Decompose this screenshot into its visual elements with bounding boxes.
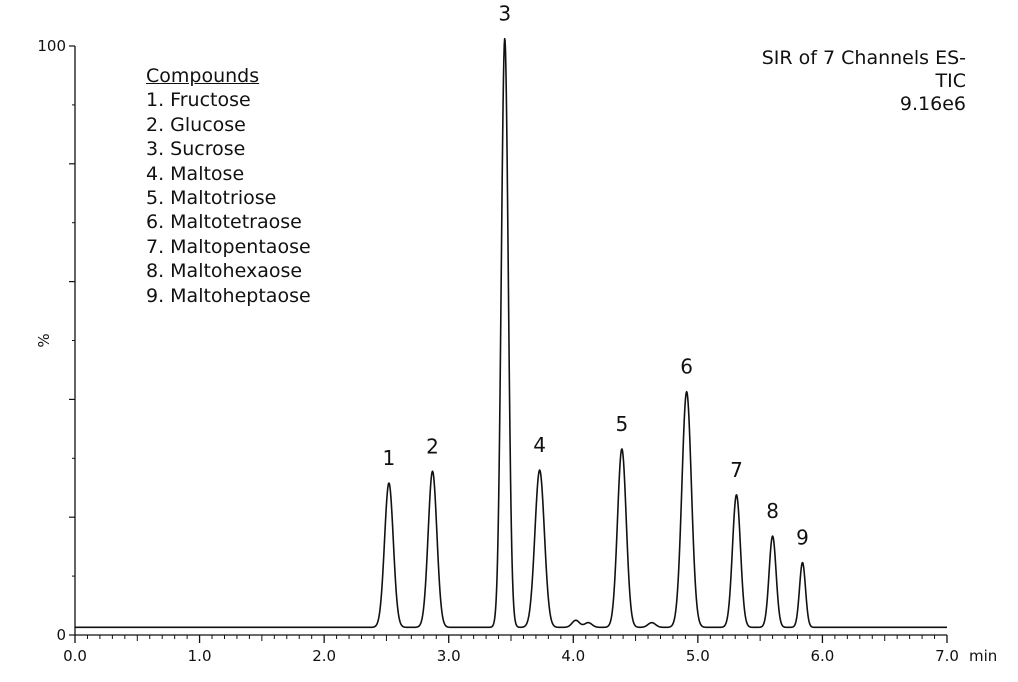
x-tick-label: 4.0 <box>561 647 585 665</box>
y-tick-label: 100 <box>37 37 66 55</box>
axes: 0 100% 0.0 1.0 2.0 3.0 4.0 5.0 6.0 7.0 min <box>35 37 997 665</box>
channel-info: SIR of 7 Channels ES- TIC 9.16e6 <box>762 47 966 116</box>
legend-item: 4. Maltose <box>146 162 245 185</box>
peak-label: 7 <box>730 458 743 482</box>
channel-info-line: TIC <box>935 70 966 92</box>
x-tick-label: 3.0 <box>437 647 461 665</box>
peak-label: 6 <box>680 355 693 379</box>
trace-group <box>74 37 948 629</box>
peak-labels: 1 2 3 4 5 6 789 <box>383 1 809 549</box>
legend-item: 5. Maltotriose <box>146 187 277 210</box>
legend-item: 1. Fructose <box>146 89 251 112</box>
channel-info-line: 9.16e6 <box>899 93 966 115</box>
legend-item: 6. Maltotetraose <box>146 211 302 234</box>
legend-item: 9. Maltoheptaose <box>146 284 311 307</box>
legend-item: 7. Maltopentaose <box>146 235 311 258</box>
y-tick-label: 0 <box>56 626 66 644</box>
channel-info-line: SIR of 7 Channels ES- <box>761 47 966 69</box>
x-tick-label: 5.0 <box>686 647 710 665</box>
x-tick-label: 7.0 <box>935 647 959 665</box>
x-tick-label: 6.0 <box>810 647 834 665</box>
x-tick-label: 1.0 <box>188 647 212 665</box>
peak-label: 4 <box>533 433 546 457</box>
peak-label: 3 <box>498 1 511 25</box>
peak-label: 2 <box>426 434 439 458</box>
legend-item: 3. Sucrose <box>146 138 246 161</box>
legend-item: 2. Glucose <box>146 113 246 136</box>
x-tick-label: 2.0 <box>312 647 336 665</box>
peak-label: 9 <box>796 526 809 550</box>
y-axis-label: % <box>35 333 53 347</box>
legend-item: 8. Maltohexaose <box>146 260 303 283</box>
x-axis-label: min <box>969 647 997 665</box>
peak-label: 8 <box>766 499 779 523</box>
peak-label: 5 <box>616 412 629 436</box>
tic-trace-line <box>74 37 948 629</box>
peak-label: 1 <box>383 446 396 470</box>
compound-legend: Compounds 1. Fructose 2. Glucose 3. Sucr… <box>146 64 311 308</box>
legend-title: Compounds <box>146 65 260 87</box>
x-tick-label: 0.0 <box>63 647 87 665</box>
